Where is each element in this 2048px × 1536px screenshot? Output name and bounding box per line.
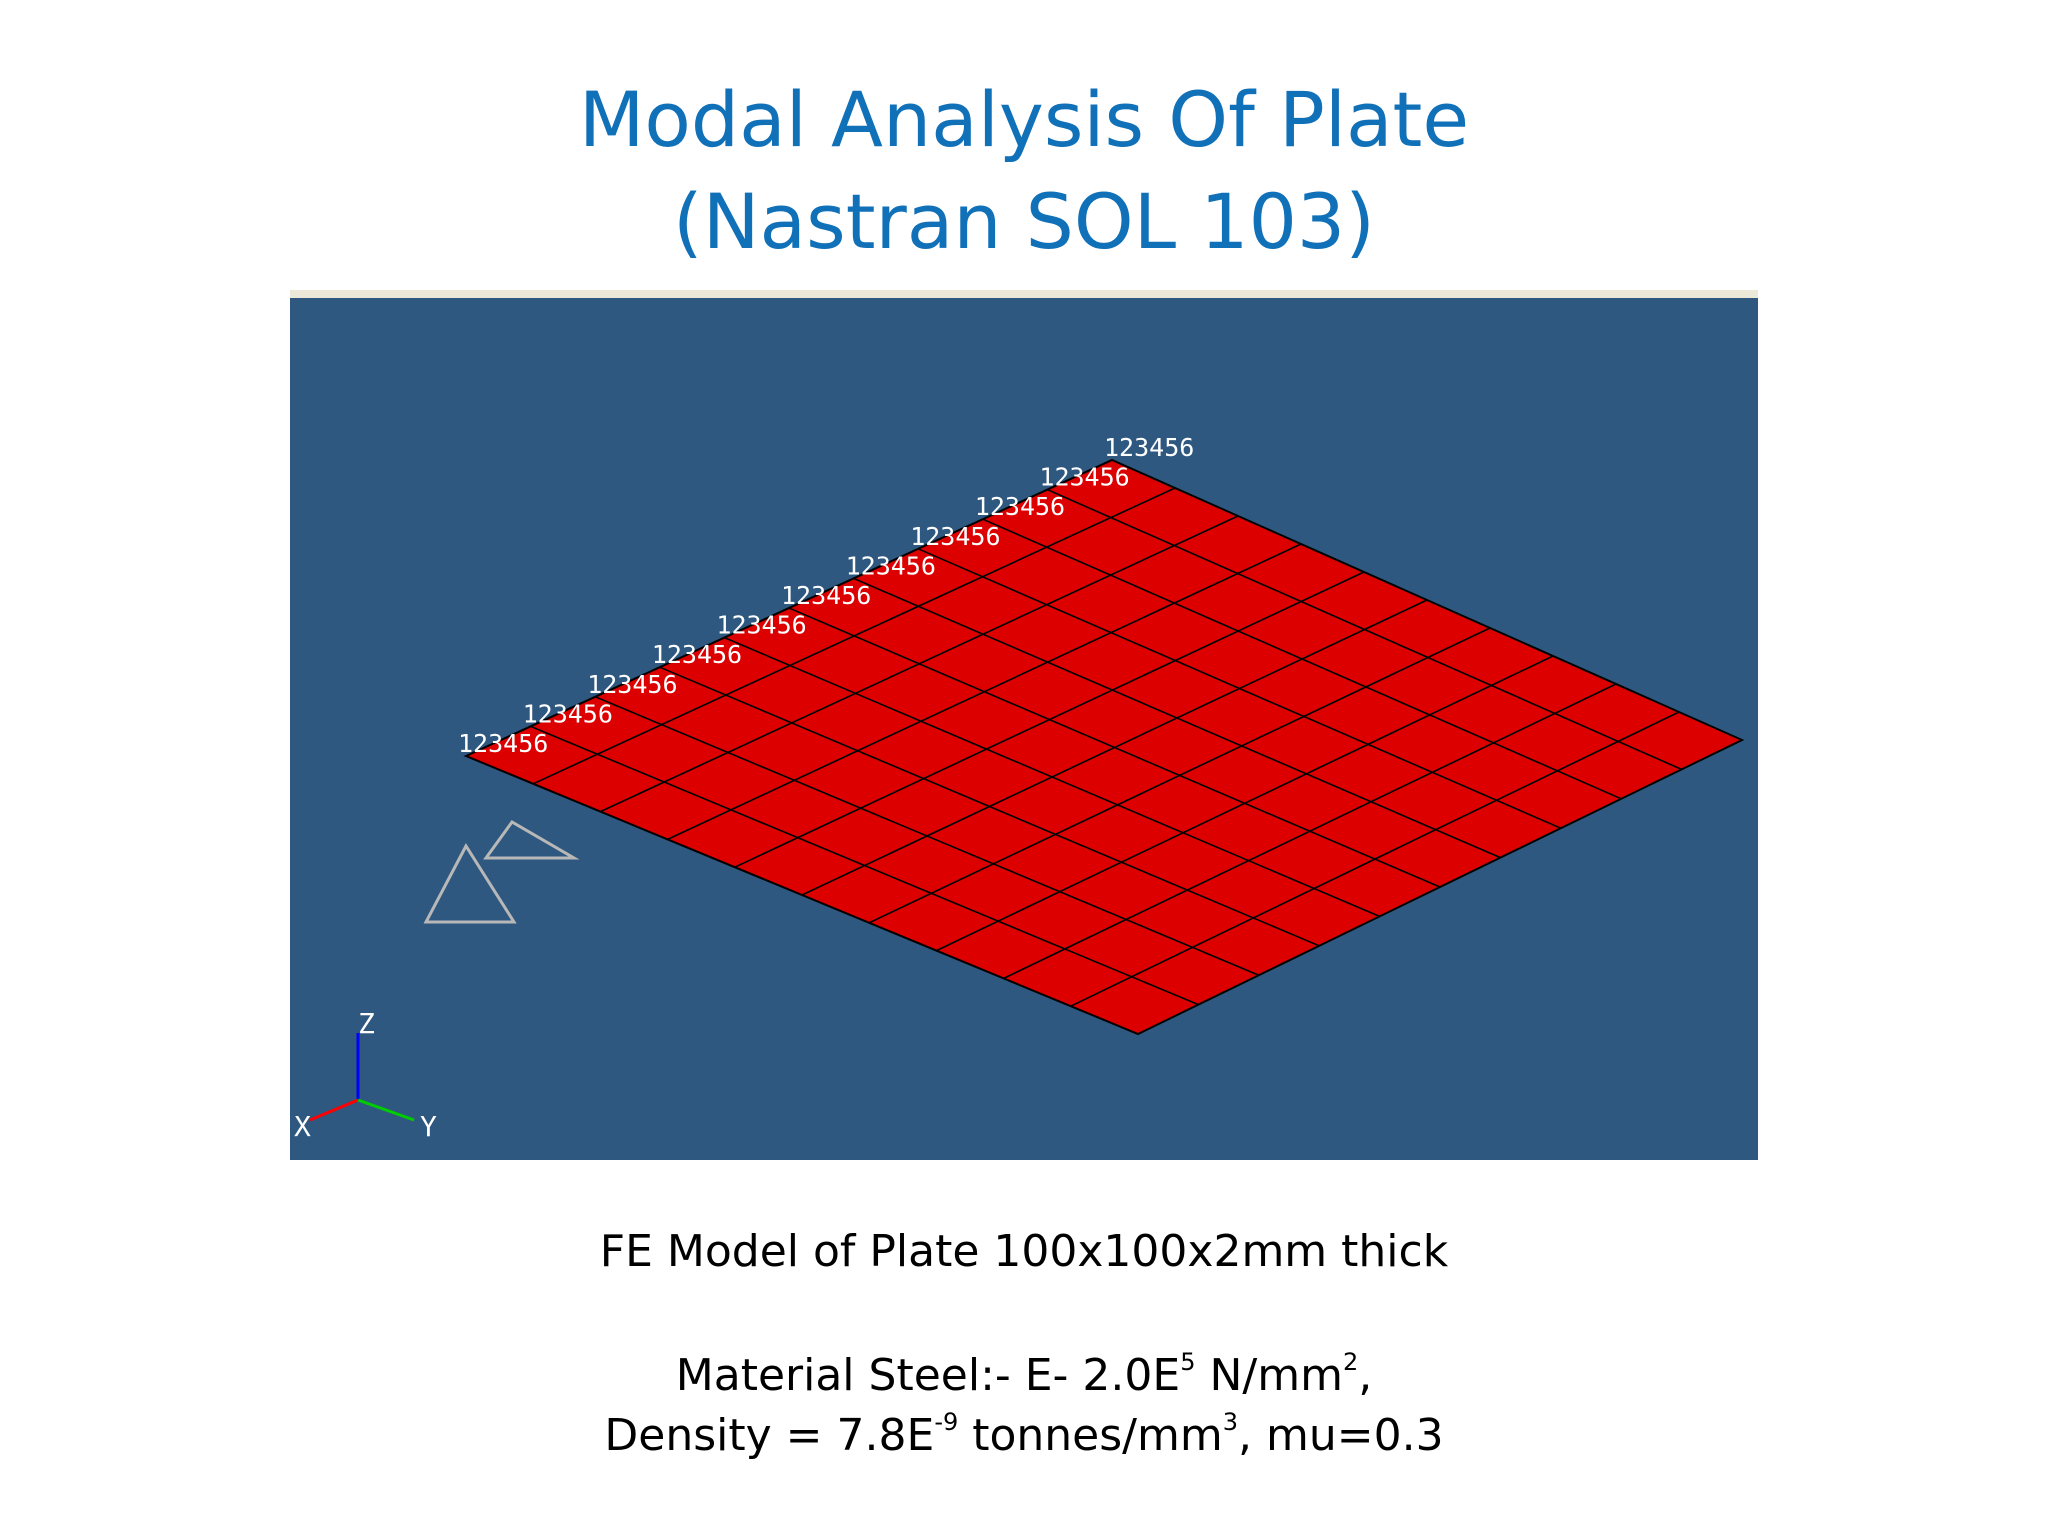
constraint-dof-label: 123456 — [781, 581, 871, 610]
y-axis-line — [357, 1098, 415, 1122]
material-suffix: , — [1358, 1350, 1373, 1401]
material-unit: N/mm — [1195, 1350, 1343, 1401]
plate-mesh — [463, 458, 1745, 1036]
constraint-dof-label: 123456 — [1039, 463, 1129, 492]
constraint-dof-label: 123456 — [458, 729, 548, 758]
axis-triad: Z X Y — [294, 1007, 437, 1143]
x-axis-line — [309, 1098, 359, 1122]
mesh-line — [917, 548, 1562, 829]
fe-model-graphic: 1234561234561234561234561234561234561234… — [294, 433, 1745, 1143]
constraint-dof-label: 123456 — [587, 670, 677, 699]
constraint-dof-label: 123456 — [846, 551, 936, 580]
density-line: Density = 7.8E-9 tonnes/mm3, mu=0.3 — [0, 1406, 2048, 1466]
z-axis-label: Z — [358, 1007, 375, 1040]
y-axis-label: Y — [420, 1110, 437, 1143]
constraint-dof-label: 123456 — [652, 640, 742, 669]
density-prefix: Density = 7.8E — [604, 1410, 935, 1461]
constraint-triangle-icon — [423, 843, 517, 924]
constraint-symbols — [423, 820, 580, 924]
constraint-dof-label: 123456 — [975, 492, 1065, 521]
material-unit-exponent: 2 — [1342, 1348, 1359, 1376]
constraint-triangle-icon — [483, 820, 580, 860]
material-line: Material Steel:- E- 2.0E5 N/mm2, — [0, 1346, 2048, 1406]
slide-title-line2: (Nastran SOL 103) — [673, 177, 1375, 266]
mesh-line — [1070, 711, 1680, 1007]
mesh-line — [936, 655, 1554, 952]
constraint-dof-label: 123456 — [1104, 433, 1194, 462]
density-unit: tonnes/mm — [958, 1410, 1223, 1461]
material-prefix: Material Steel:- E- 2.0E — [675, 1350, 1181, 1401]
mesh-line — [1003, 683, 1617, 980]
fe-model-viewport: 123456 123456 123456 123456 123456 123456 1234… — [290, 298, 1758, 1160]
density-exponent: -9 — [934, 1408, 959, 1436]
mesh-line — [788, 607, 1441, 888]
x-axis-label: X — [294, 1110, 311, 1143]
density-unit-exponent: 3 — [1222, 1408, 1239, 1436]
mesh-line — [1047, 488, 1682, 771]
density-suffix: , mu=0.3 — [1238, 1410, 1444, 1461]
constraint-dof-label: 123456 — [523, 699, 613, 728]
slide-title-line1: Modal Analysis Of Plate — [578, 75, 1470, 164]
mesh-line — [868, 627, 1491, 924]
model-description-text: FE Model of Plate 100x100x2mm thick — [599, 1226, 1449, 1277]
mesh-line — [982, 518, 1622, 800]
plate-surface — [463, 458, 1745, 1036]
constraint-dof-label: 123456 — [910, 522, 1000, 551]
constraint-dof-label: 123456 — [716, 611, 806, 640]
constraint-labels: 1234561234561234561234561234561234561234… — [458, 433, 1194, 758]
modulus-exponent: 5 — [1180, 1348, 1196, 1376]
model-description: FE Model of Plate 100x100x2mm thick — [0, 1222, 2048, 1282]
mesh-line — [853, 577, 1501, 859]
